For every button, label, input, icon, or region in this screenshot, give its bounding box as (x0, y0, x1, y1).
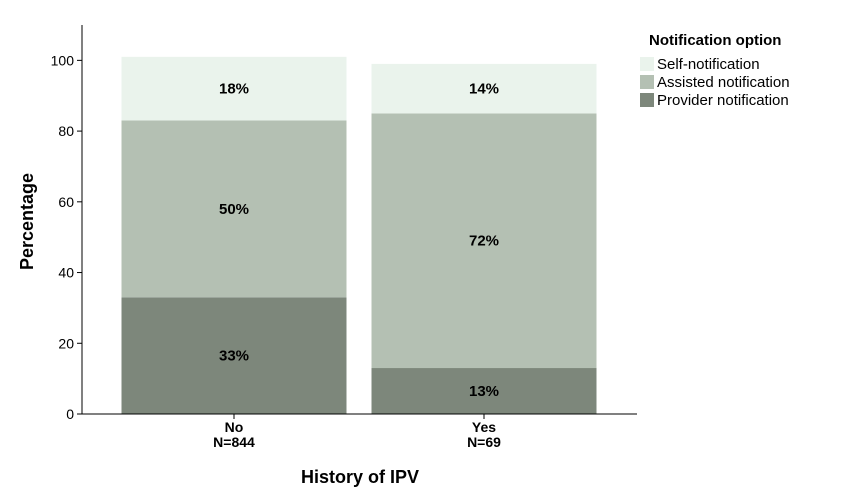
y-tick-label: 40 (58, 265, 74, 281)
legend-label-self-notification: Self-notification (657, 56, 760, 73)
x-tick-label-no: No (225, 419, 244, 435)
y-tick-label: 80 (58, 123, 74, 139)
data-labels-layer: 33% 50% 18% 13% 72% 14% (219, 81, 499, 400)
x-axis-title: History of IPV (301, 467, 419, 487)
y-tick-label: 100 (51, 52, 75, 68)
y-ticks-layer: 0 20 40 60 80 100 (51, 52, 82, 422)
bar-no-assisted-notification (121, 120, 347, 298)
y-tick-label: 20 (58, 335, 74, 351)
legend-title: Notification option (649, 32, 781, 49)
x-tick-sublabel-no: N=844 (213, 434, 255, 450)
data-label-no-assisted-notification: 50% (219, 201, 249, 218)
bars-layer (121, 56, 597, 414)
x-tick-label-yes: Yes (472, 419, 496, 435)
y-tick-label: 60 (58, 194, 74, 210)
legend-swatch-self-notification (640, 57, 654, 71)
bar-yes-assisted-notification (371, 113, 597, 369)
data-label-yes-self-notification: 14% (469, 81, 499, 98)
y-tick-label: 0 (66, 406, 74, 422)
data-label-yes-assisted-notification: 72% (469, 233, 499, 250)
legend-swatch-assisted-notification (640, 75, 654, 89)
bar-no-provider-notification (121, 297, 347, 414)
data-label-no-self-notification: 18% (219, 81, 249, 98)
y-axis-title: Percentage (17, 173, 37, 270)
bar-yes-provider-notification (371, 368, 597, 414)
bar-no-self-notification (121, 56, 347, 121)
legend-swatch-provider-notification (640, 93, 654, 107)
data-label-no-provider-notification: 33% (219, 348, 249, 365)
x-tick-sublabel-yes: N=69 (467, 434, 501, 450)
data-label-yes-provider-notification: 13% (469, 383, 499, 400)
bar-yes-self-notification (371, 63, 597, 114)
legend-label-assisted-notification: Assisted notification (657, 74, 790, 91)
axes-layer (81, 25, 637, 415)
legend: Notification option Self-notificationAss… (640, 32, 790, 109)
legend-label-provider-notification: Provider notification (657, 92, 789, 109)
